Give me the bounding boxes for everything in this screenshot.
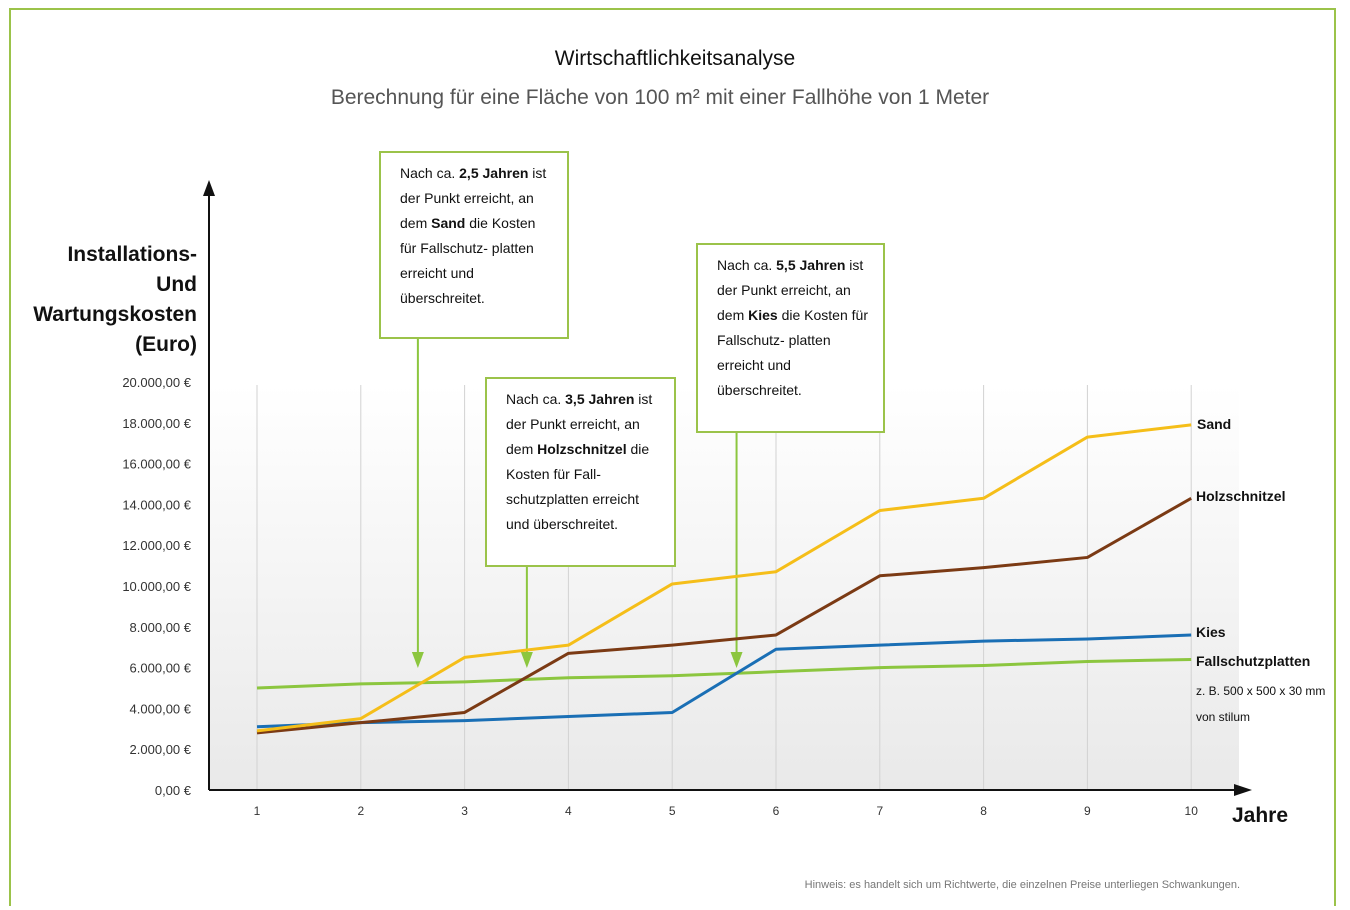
y-axis-label-line: Installations- bbox=[67, 243, 197, 266]
y-axis-label: Installations- Und Wartungskosten (Euro) bbox=[30, 240, 197, 360]
y-tick-label: 4.000,00 € bbox=[130, 701, 192, 716]
plot-area bbox=[209, 385, 1239, 790]
x-tick-label: 3 bbox=[461, 804, 468, 818]
annotation-arrow-head bbox=[411, 652, 424, 668]
chart-title: Wirtschaftlichkeitsanalyse bbox=[554, 47, 796, 70]
annotation-kies: Nach ca. 5,5 Jahren ist der Punkt erreic… bbox=[696, 243, 885, 433]
series-line-fallschutzplatten bbox=[256, 657, 1192, 690]
x-tick-label: 4 bbox=[565, 804, 572, 818]
y-tick-label: 20.000,00 € bbox=[122, 375, 191, 390]
x-tick-label: 8 bbox=[980, 804, 987, 818]
annotation-text: die Kosten für Fall- schutzplatten errei… bbox=[506, 441, 650, 532]
axes bbox=[203, 180, 1252, 796]
y-axis-arrowhead bbox=[203, 180, 215, 196]
annotation-bold: Sand bbox=[431, 215, 466, 231]
y-tick-label: 16.000,00 € bbox=[122, 457, 191, 472]
y-axis-label-line: Und bbox=[156, 273, 197, 296]
y-tick-label: 6.000,00 € bbox=[130, 661, 192, 676]
x-tick-label: 2 bbox=[357, 804, 364, 818]
series-line-holzschnitzel bbox=[256, 496, 1192, 735]
series-note-line: z. B. 500 x 500 x 30 mm bbox=[1196, 684, 1326, 698]
annotation-text: Nach ca. bbox=[506, 391, 566, 407]
annotation-bold: 5,5 Jahren bbox=[776, 257, 846, 273]
grid-lines bbox=[256, 385, 1192, 790]
x-tick-labels: 1 2 3 4 5 6 7 8 9 10 bbox=[254, 804, 1199, 818]
annotation-text: die Kosten für Fallschutz- platten errei… bbox=[400, 215, 536, 306]
y-tick-label: 18.000,00 € bbox=[122, 416, 191, 431]
x-tick-label: 6 bbox=[773, 804, 780, 818]
annotation-arrow-head bbox=[730, 652, 743, 668]
annotation-text: die Kosten für Fallschutz- platten errei… bbox=[717, 307, 868, 398]
chart-subtitle: Berechnung für eine Fläche von 100 m² mi… bbox=[330, 86, 990, 109]
y-axis-label-line: (Euro) bbox=[135, 333, 197, 356]
annotation-text: ist der Punkt erreicht, an dem bbox=[506, 391, 653, 457]
y-axis-label-line: Wartungskosten bbox=[33, 303, 197, 326]
x-tick-label: 5 bbox=[669, 804, 676, 818]
series-label-fallschutzplatten: Fallschutzplatten bbox=[1196, 653, 1311, 669]
annotation-text: Nach ca. bbox=[717, 257, 777, 273]
y-tick-label: 0,00 € bbox=[155, 783, 192, 798]
series-note-line: von stilum bbox=[1196, 710, 1251, 724]
annotation-holzschnitzel: Nach ca. 3,5 Jahren ist der Punkt erreic… bbox=[485, 377, 676, 567]
annotation-bold: Holzschnitzel bbox=[537, 441, 627, 457]
y-tick-label: 10.000,00 € bbox=[122, 579, 191, 594]
series-label-sand: Sand bbox=[1197, 416, 1232, 432]
series-lines bbox=[256, 423, 1192, 735]
series-label-holzschnitzel: Holzschnitzel bbox=[1196, 488, 1286, 504]
y-tick-label: 12.000,00 € bbox=[122, 538, 191, 553]
series-line-kies bbox=[256, 633, 1192, 729]
annotation-sand: Nach ca. 2,5 Jahren ist der Punkt erreic… bbox=[379, 151, 569, 339]
series-label-kies: Kies bbox=[1196, 624, 1226, 640]
annotation-bold: 2,5 Jahren bbox=[459, 165, 529, 181]
annotation-text: Nach ca. bbox=[400, 165, 460, 181]
annotation-text: ist der Punkt erreicht, an dem bbox=[717, 257, 864, 323]
annotation-bold: Kies bbox=[748, 307, 778, 323]
y-tick-label: 14.000,00 € bbox=[122, 497, 191, 512]
x-tick-label: 1 bbox=[254, 804, 261, 818]
x-axis-label: Jahre bbox=[1232, 804, 1289, 827]
footer-hint: Hinweis: es handelt sich um Richtwerte, … bbox=[804, 879, 1240, 891]
x-tick-label: 10 bbox=[1185, 804, 1199, 818]
annotation-arrow-head bbox=[520, 652, 533, 668]
annotation-arrows bbox=[411, 339, 743, 668]
annotation-bold: 3,5 Jahren bbox=[565, 391, 635, 407]
y-tick-labels: 0,00 € 2.000,00 € 4.000,00 € 6.000,00 € 8.00… bbox=[122, 375, 191, 798]
x-tick-label: 9 bbox=[1084, 804, 1091, 818]
series-line-sand bbox=[256, 423, 1192, 733]
y-tick-label: 8.000,00 € bbox=[130, 620, 192, 635]
chart-frame bbox=[9, 8, 1336, 906]
x-tick-label: 7 bbox=[876, 804, 883, 818]
x-axis-arrowhead bbox=[1234, 784, 1252, 796]
y-tick-label: 2.000,00 € bbox=[130, 742, 192, 757]
annotation-text: ist der Punkt erreicht, an dem bbox=[400, 165, 547, 231]
